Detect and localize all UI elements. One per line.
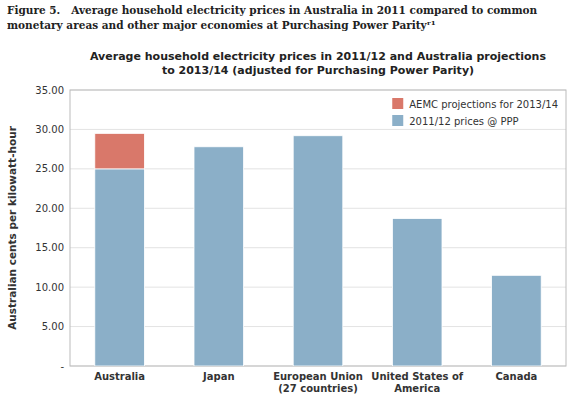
chart: Figure 5. Average household electricity … (0, 0, 576, 405)
bar (95, 133, 145, 168)
bar (492, 275, 542, 366)
legend-swatch (392, 115, 403, 126)
legend-label: AEMC projections for 2013/14 (409, 99, 558, 110)
bars (95, 133, 541, 366)
bar (392, 218, 442, 219)
y-tick-label: 10.00 (35, 282, 64, 293)
y-tick-label: 30.00 (35, 124, 64, 135)
y-axis-label: Australian cents per kilowatt-hour (6, 125, 18, 330)
x-tick-label: Australia (94, 371, 145, 382)
bar (492, 275, 542, 276)
bar (194, 146, 244, 147)
x-tick-label: United States ofAmerica (371, 371, 463, 394)
y-tick-label: 25.00 (35, 163, 64, 174)
y-tick-label: 15.00 (35, 242, 64, 253)
bar (392, 219, 442, 366)
grid (70, 90, 566, 366)
y-tick-label: 35.00 (35, 85, 64, 96)
caption: Figure 5. Average household electricity … (7, 4, 538, 31)
bar (95, 169, 145, 366)
y-tick-label: 20.00 (35, 203, 64, 214)
legend: AEMC projections for 2013/14 2011/12 pric… (392, 98, 558, 127)
y-tick-label: 5.00 (42, 321, 64, 332)
x-tick-label: Canada (495, 371, 537, 382)
plot-frame (70, 90, 566, 366)
legend-label: 2011/12 prices @ PPP (409, 116, 518, 127)
x-tick-label: European Union(27 countries) (273, 371, 363, 394)
legend-swatch (392, 98, 403, 109)
bar (194, 147, 244, 366)
grid-line (70, 129, 566, 130)
title: Average household electricity prices in … (90, 50, 546, 77)
bar (293, 136, 343, 366)
x-tick-label: Japan (202, 371, 235, 382)
bar (293, 135, 343, 136)
y-tick-label: - (60, 361, 64, 372)
